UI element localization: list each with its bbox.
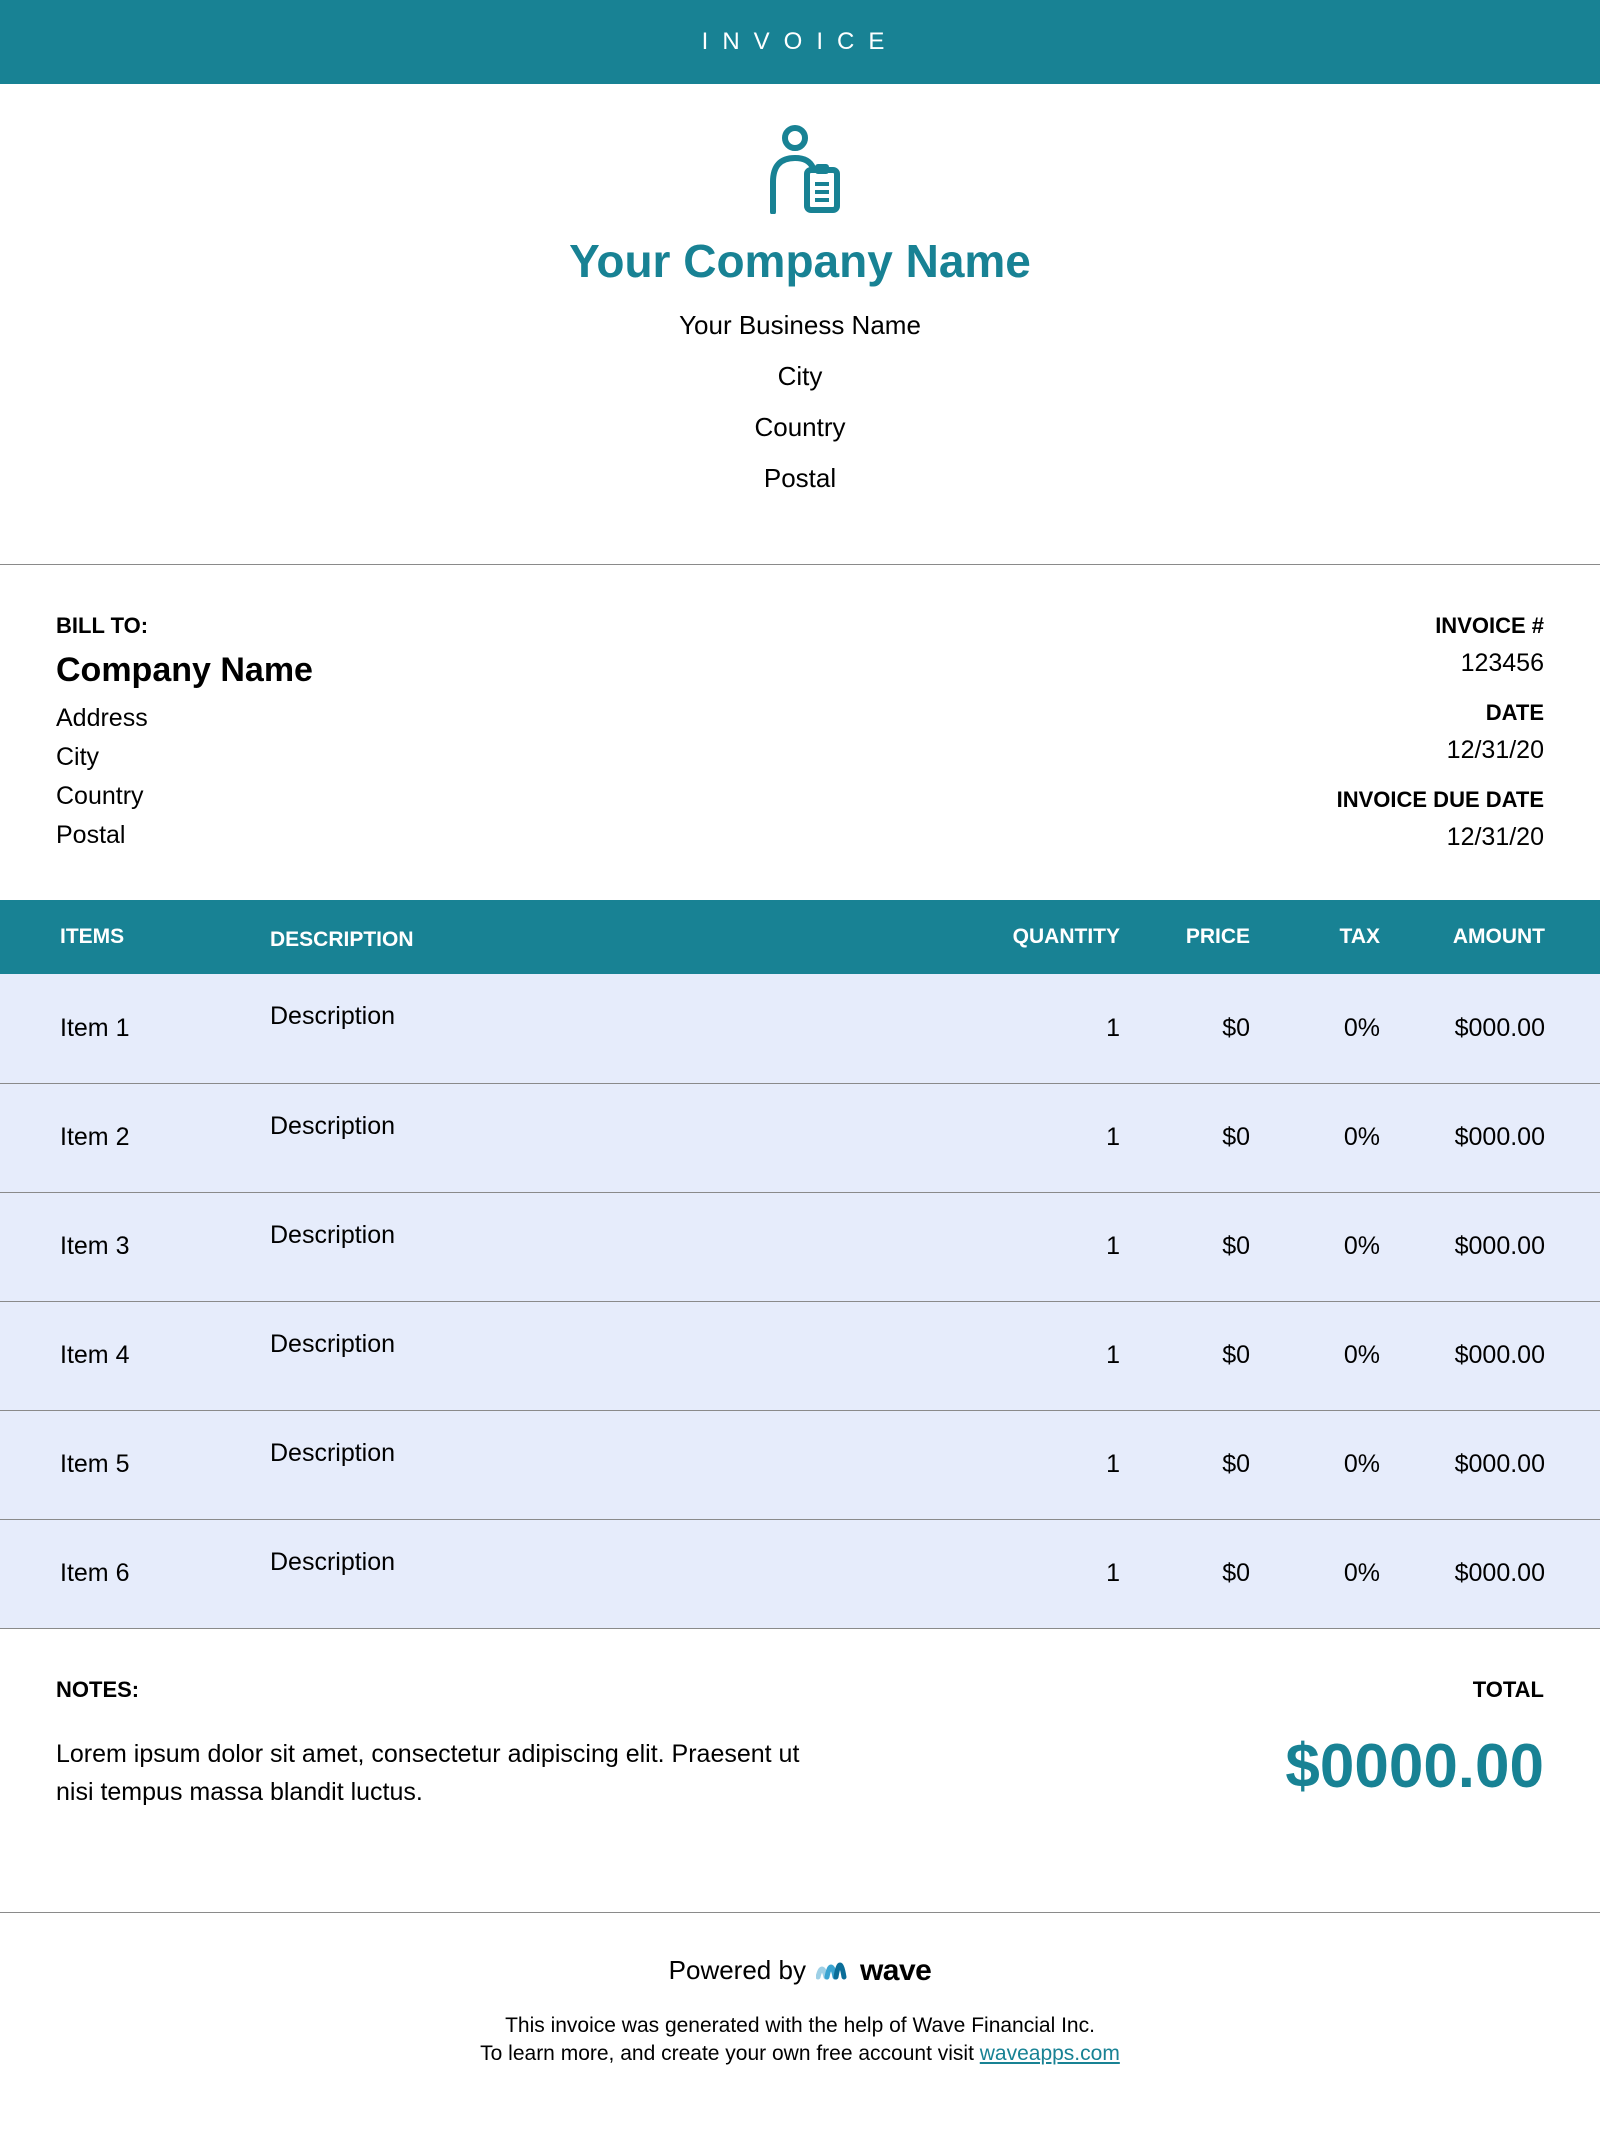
cell-item: Item 2	[0, 1083, 270, 1192]
total-amount: $0000.00	[1285, 1731, 1544, 1802]
cell-description: Description	[270, 1410, 970, 1519]
line-items-table: ITEMS DESCRIPTION QUANTITY PRICE TAX AMO…	[0, 900, 1600, 1629]
invoice-date: 12/31/20	[1337, 736, 1544, 765]
cell-amount: $000.00	[1390, 1192, 1600, 1301]
company-name: Your Company Name	[0, 234, 1600, 288]
wave-logo-icon	[816, 1953, 850, 1988]
col-description: DESCRIPTION	[270, 900, 970, 974]
wave-brand: wave	[860, 1954, 931, 1988]
invoice-due-date: 12/31/20	[1337, 823, 1544, 852]
powered-by-text: Powered by	[669, 1955, 806, 1986]
cell-item: Item 1	[0, 974, 270, 1083]
bill-to-company: Company Name	[56, 651, 313, 690]
invoice-number: 123456	[1337, 649, 1544, 678]
cell-item: Item 6	[0, 1519, 270, 1628]
total-block: TOTAL $0000.00	[1285, 1677, 1544, 1813]
footer: Powered by wave This invoice was generat…	[0, 1913, 1600, 2130]
cell-description: Description	[270, 1192, 970, 1301]
bill-to-city: City	[56, 743, 313, 772]
cell-quantity: 1	[970, 1410, 1130, 1519]
footer-line-2: To learn more, and create your own free …	[0, 2042, 1600, 2066]
cell-quantity: 1	[970, 1301, 1130, 1410]
bill-to-country: Country	[56, 782, 313, 811]
total-label: TOTAL	[1285, 1677, 1544, 1703]
cell-price: $0	[1130, 1192, 1260, 1301]
notes-label: NOTES:	[56, 1677, 816, 1703]
table-row: Item 5Description1$00%$000.00	[0, 1410, 1600, 1519]
invoice-numbers-block: INVOICE # 123456 DATE 12/31/20 INVOICE D…	[1337, 613, 1544, 860]
cell-item: Item 4	[0, 1301, 270, 1410]
business-name: Your Business Name	[0, 310, 1600, 341]
company-header: Your Company Name Your Business Name Cit…	[0, 84, 1600, 564]
cell-amount: $000.00	[1390, 1301, 1600, 1410]
powered-by: Powered by wave	[0, 1953, 1600, 1988]
invoice-due-label: INVOICE DUE DATE	[1337, 787, 1544, 813]
cell-description: Description	[270, 1301, 970, 1410]
invoice-number-label: INVOICE #	[1337, 613, 1544, 639]
footer-line-1: This invoice was generated with the help…	[0, 2014, 1600, 2038]
cell-quantity: 1	[970, 1083, 1130, 1192]
invoice-meta-section: BILL TO: Company Name Address City Count…	[0, 565, 1600, 900]
cell-amount: $000.00	[1390, 974, 1600, 1083]
col-quantity: QUANTITY	[970, 900, 1130, 974]
banner-title: INVOICE	[702, 28, 899, 55]
cell-tax: 0%	[1260, 974, 1390, 1083]
table-row: Item 6Description1$00%$000.00	[0, 1519, 1600, 1628]
cell-description: Description	[270, 1083, 970, 1192]
table-row: Item 3Description1$00%$000.00	[0, 1192, 1600, 1301]
waveapps-link[interactable]: waveapps.com	[980, 2042, 1120, 2065]
invoice-banner: INVOICE	[0, 0, 1600, 84]
invoice-date-label: DATE	[1337, 700, 1544, 726]
company-logo	[0, 124, 1600, 214]
notes-total-section: NOTES: Lorem ipsum dolor sit amet, conse…	[0, 1629, 1600, 1913]
company-country: Country	[0, 412, 1600, 443]
cell-price: $0	[1130, 974, 1260, 1083]
cell-description: Description	[270, 1519, 970, 1628]
table-row: Item 1Description1$00%$000.00	[0, 974, 1600, 1083]
cell-price: $0	[1130, 1083, 1260, 1192]
col-items: ITEMS	[0, 900, 270, 974]
bill-to-postal: Postal	[56, 821, 313, 850]
cell-tax: 0%	[1260, 1410, 1390, 1519]
cell-item: Item 5	[0, 1410, 270, 1519]
cell-tax: 0%	[1260, 1083, 1390, 1192]
cell-price: $0	[1130, 1410, 1260, 1519]
table-row: Item 2Description1$00%$000.00	[0, 1083, 1600, 1192]
cell-quantity: 1	[970, 1519, 1130, 1628]
notes-text: Lorem ipsum dolor sit amet, consectetur …	[56, 1735, 816, 1813]
cell-price: $0	[1130, 1519, 1260, 1628]
cell-quantity: 1	[970, 974, 1130, 1083]
col-tax: TAX	[1260, 900, 1390, 974]
cell-description: Description	[270, 974, 970, 1083]
bill-to-address: Address	[56, 704, 313, 733]
table-header-row: ITEMS DESCRIPTION QUANTITY PRICE TAX AMO…	[0, 900, 1600, 974]
cell-tax: 0%	[1260, 1519, 1390, 1628]
cell-item: Item 3	[0, 1192, 270, 1301]
cell-amount: $000.00	[1390, 1083, 1600, 1192]
table-row: Item 4Description1$00%$000.00	[0, 1301, 1600, 1410]
company-postal: Postal	[0, 463, 1600, 494]
col-price: PRICE	[1130, 900, 1260, 974]
cell-amount: $000.00	[1390, 1519, 1600, 1628]
cell-tax: 0%	[1260, 1192, 1390, 1301]
cell-quantity: 1	[970, 1192, 1130, 1301]
cell-amount: $000.00	[1390, 1410, 1600, 1519]
bill-to-label: BILL TO:	[56, 613, 313, 639]
cell-tax: 0%	[1260, 1301, 1390, 1410]
col-amount: AMOUNT	[1390, 900, 1600, 974]
company-city: City	[0, 361, 1600, 392]
bill-to-block: BILL TO: Company Name Address City Count…	[56, 613, 313, 860]
footer-line-2-pre: To learn more, and create your own free …	[480, 2042, 980, 2065]
notes-block: NOTES: Lorem ipsum dolor sit amet, conse…	[56, 1677, 816, 1813]
cell-price: $0	[1130, 1301, 1260, 1410]
